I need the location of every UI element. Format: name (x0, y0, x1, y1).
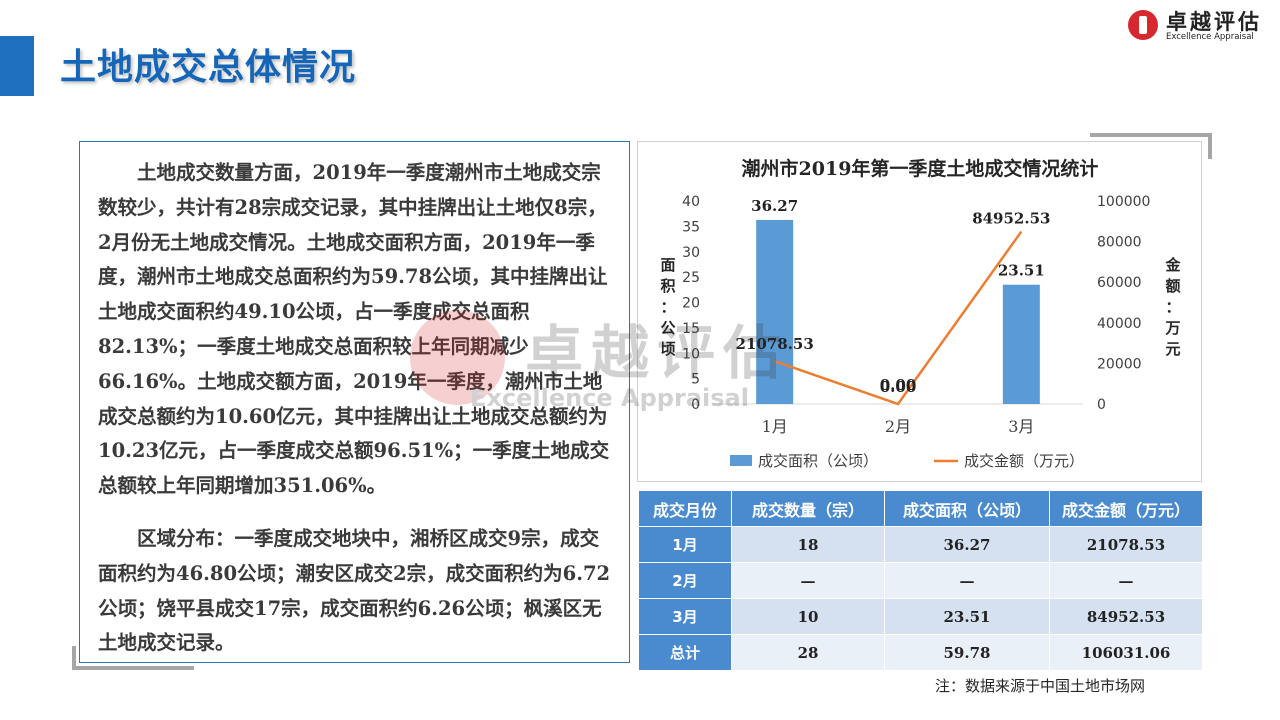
y2-axis-label-char: 万 (1164, 319, 1180, 337)
x-tick-label: 3月 (1008, 417, 1034, 436)
line-value-label: 21078.53 (736, 335, 814, 353)
corner-decoration-left (72, 646, 194, 670)
table-cell: 2月 (638, 562, 732, 599)
table-cell: 总计 (638, 634, 732, 671)
table-cell: 106031.06 (1049, 634, 1203, 671)
table-header-area: 成交面积（公顷） (884, 490, 1050, 527)
chart-title: 潮州市2019年第一季度土地成交情况统计 (742, 157, 1099, 180)
logo-mark-icon (1128, 10, 1158, 40)
table-cell: — (884, 562, 1050, 599)
table-row: 2月 — — — (638, 562, 1203, 599)
summary-text-box: 土地成交数量方面，2019年一季度潮州市土地成交宗数较少，共计有28宗成交记录，… (79, 141, 630, 663)
y2-tick-label: 20000 (1097, 356, 1142, 372)
legend-swatch-area (730, 455, 752, 466)
table-cell: — (731, 562, 885, 599)
bar-value-label: 23.51 (998, 262, 1045, 280)
table-header-count: 成交数量（宗） (731, 490, 885, 527)
y-tick-label: 10 (682, 346, 700, 362)
summary-table: 成交月份 成交数量（宗） 成交面积（公顷） 成交金额（万元） 1月 18 36.… (638, 490, 1203, 671)
bar-value-label: 36.27 (751, 197, 798, 215)
y2-axis-label-char: 金 (1164, 256, 1181, 274)
y2-axis-label-char: ： (1165, 298, 1180, 316)
bar-1 (756, 219, 794, 404)
y-axis-label-char: ： (660, 298, 675, 316)
table-row: 1月 18 36.27 21078.53 (638, 526, 1203, 563)
y2-tick-label: 100000 (1097, 194, 1150, 210)
company-logo: 卓越评估 Excellence Appraisal (1128, 8, 1273, 48)
table-cell: 84952.53 (1049, 598, 1203, 635)
corner-decoration-right (1090, 133, 1212, 159)
y-axis-label-char: 面 (660, 256, 675, 274)
table-cell: 3月 (638, 598, 732, 635)
table-cell: 18 (731, 526, 885, 563)
table-cell: 21078.53 (1049, 526, 1203, 563)
title-accent-bar (0, 36, 34, 96)
table-cell: 59.78 (884, 634, 1050, 671)
y-tick-label: 20 (682, 296, 700, 312)
logo-text-cn: 卓越评估 (1166, 10, 1262, 34)
line-value-label: 84952.53 (972, 210, 1050, 228)
x-tick-label: 1月 (762, 417, 788, 436)
y-tick-label: 25 (682, 270, 700, 286)
summary-paragraph-1: 土地成交数量方面，2019年一季度潮州市土地成交宗数较少，共计有28宗成交记录，… (98, 161, 610, 498)
table-cell: 1月 (638, 526, 732, 563)
table-cell: 23.51 (884, 598, 1050, 635)
table-cell: — (1049, 562, 1203, 599)
logo-text-en: Excellence Appraisal (1166, 32, 1254, 42)
summary-paragraph-2: 区域分布：一季度成交地块中，湘桥区成交9宗，成交面积约为46.80公顷；潮安区成… (98, 527, 611, 655)
y2-axis-label-char: 元 (1165, 340, 1180, 358)
y2-axis-label-char: 额 (1165, 277, 1180, 295)
bar-3 (1002, 284, 1040, 404)
y2-tick-label: 0 (1097, 397, 1106, 413)
y-tick-label: 0 (691, 397, 700, 413)
legend-label-area: 成交面积（公顷） (758, 452, 878, 470)
table-cell: 28 (731, 634, 885, 671)
legend-label-amount: 成交金额（万元） (964, 452, 1084, 470)
y-tick-label: 35 (682, 219, 700, 235)
y-tick-label: 15 (682, 321, 700, 337)
chart-container: 潮州市2019年第一季度土地成交情况统计 0 5 10 15 20 25 30 35 40 0 200… (637, 141, 1202, 482)
page-title: 土地成交总体情况 (60, 47, 357, 88)
amount-line (774, 230, 1023, 406)
table-header-row: 成交月份 成交数量（宗） 成交面积（公顷） 成交金额（万元） (638, 490, 1203, 527)
y2-tick-label: 60000 (1097, 275, 1142, 291)
source-footnote: 注：数据来源于中国土地市场网 (935, 677, 1146, 695)
table-row: 3月 10 23.51 84952.53 (638, 598, 1203, 635)
y-axis-label-char: 顷 (660, 340, 675, 358)
table-row: 总计 28 59.78 106031.06 (638, 634, 1203, 671)
y-tick-label: 5 (691, 372, 700, 388)
y-axis-label-char: 积 (660, 277, 675, 295)
line-value-label: 0.00 (880, 378, 917, 396)
table-cell: 10 (731, 598, 885, 635)
chart-svg: 潮州市2019年第一季度土地成交情况统计 0 5 10 15 20 25 30 35 40 0 200… (660, 157, 1181, 470)
y-tick-label: 30 (682, 245, 700, 261)
y-axis-label-char: 公 (660, 319, 675, 337)
line-value-label: 0.00 (880, 376, 917, 394)
table-cell: 36.27 (884, 526, 1050, 563)
table-header-amount: 成交金额（万元） (1049, 490, 1203, 527)
y2-tick-label: 40000 (1097, 316, 1142, 332)
y-tick-label: 40 (682, 194, 700, 210)
table-header-month: 成交月份 (638, 490, 732, 527)
x-tick-label: 2月 (885, 417, 911, 436)
y2-tick-label: 80000 (1097, 235, 1142, 251)
